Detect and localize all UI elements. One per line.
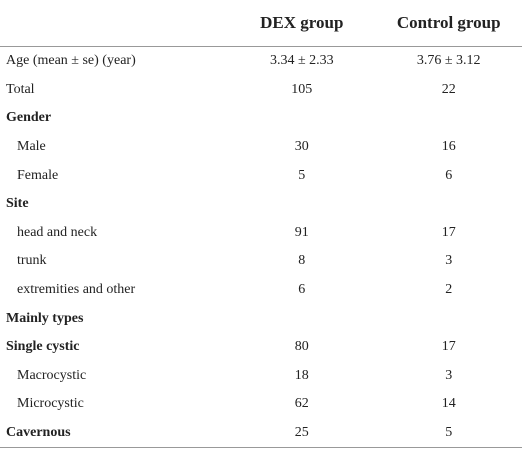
row-label: Macrocystic	[17, 367, 87, 383]
table-row: Microcystic 62 14	[0, 390, 522, 419]
value-cell	[375, 190, 522, 219]
table-row: Mainly types	[0, 304, 522, 333]
value-cell: 17	[441, 224, 456, 240]
header-cell: Control group	[375, 0, 522, 47]
table-row: Female 5 6	[0, 161, 522, 190]
header-cell: DEX group	[228, 0, 376, 47]
value-cell: 2	[445, 282, 453, 298]
row-label: head and neck	[17, 224, 98, 240]
table-row: extremities and other 6 2	[0, 276, 522, 305]
table-row: Male 30 16	[0, 133, 522, 162]
value-cell: 3.34 ± 2.33	[269, 53, 334, 69]
value-cell	[228, 104, 375, 133]
value-cell: 30	[294, 139, 309, 155]
table-row: Total 105 22	[0, 76, 522, 105]
value-cell: 22	[441, 81, 456, 97]
table-row: head and neck 91 17	[0, 219, 522, 248]
header-row: DEX group Control group	[0, 0, 522, 47]
table-row: Gender	[0, 104, 522, 133]
value-cell: 8	[298, 253, 306, 269]
table-row: Macrocystic 18 3	[0, 362, 522, 391]
value-cell: 6	[298, 282, 306, 298]
value-cell	[375, 104, 522, 133]
value-cell: 16	[441, 139, 456, 155]
row-label: Cavernous	[0, 418, 229, 449]
row-label: trunk	[17, 253, 47, 269]
header-cell	[0, 0, 229, 47]
row-label: Female	[17, 167, 59, 183]
table-row: Age (mean ± se) (year) 3.34 ± 2.33 3.76 ± …	[0, 47, 522, 76]
value-cell	[375, 304, 522, 333]
value-cell	[228, 304, 375, 333]
table-body: Age (mean ± se) (year) 3.34 ± 2.33 3.76 ± …	[0, 47, 522, 449]
row-label: Microcystic	[17, 396, 84, 412]
row-label: Single cystic	[6, 339, 80, 355]
value-cell	[228, 190, 375, 219]
value-cell: 3.76 ± 3.12	[416, 53, 481, 69]
row-label: Total	[6, 81, 35, 97]
row-label: Site	[6, 196, 29, 212]
value-cell: 3	[445, 367, 453, 383]
value-cell: 14	[441, 396, 456, 412]
row-label: Male	[17, 139, 46, 155]
value-cell: 105	[291, 81, 313, 97]
value-cell: 91	[294, 224, 309, 240]
value-cell: 80	[294, 339, 309, 355]
row-label: extremities and other	[17, 282, 136, 298]
value-cell: 18	[294, 367, 309, 383]
table-row: trunk 8 3	[0, 247, 522, 276]
value-cell: 6	[445, 167, 453, 183]
value-cell: 25	[228, 418, 376, 449]
row-label: Gender	[6, 110, 52, 126]
value-cell: 5	[375, 418, 522, 449]
value-cell: 3	[445, 253, 453, 269]
row-label: Age (mean ± se) (year)	[6, 53, 136, 69]
table-row: Cavernous 25 5	[0, 418, 522, 449]
table-row: Site	[0, 190, 522, 219]
row-label: Mainly types	[6, 310, 84, 326]
table-row: Single cystic 80 17	[0, 333, 522, 362]
data-table: DEX group Control group Age (mean ± se) …	[0, 0, 522, 449]
value-cell: 17	[441, 339, 456, 355]
value-cell: 5	[298, 167, 306, 183]
value-cell: 62	[294, 396, 309, 412]
